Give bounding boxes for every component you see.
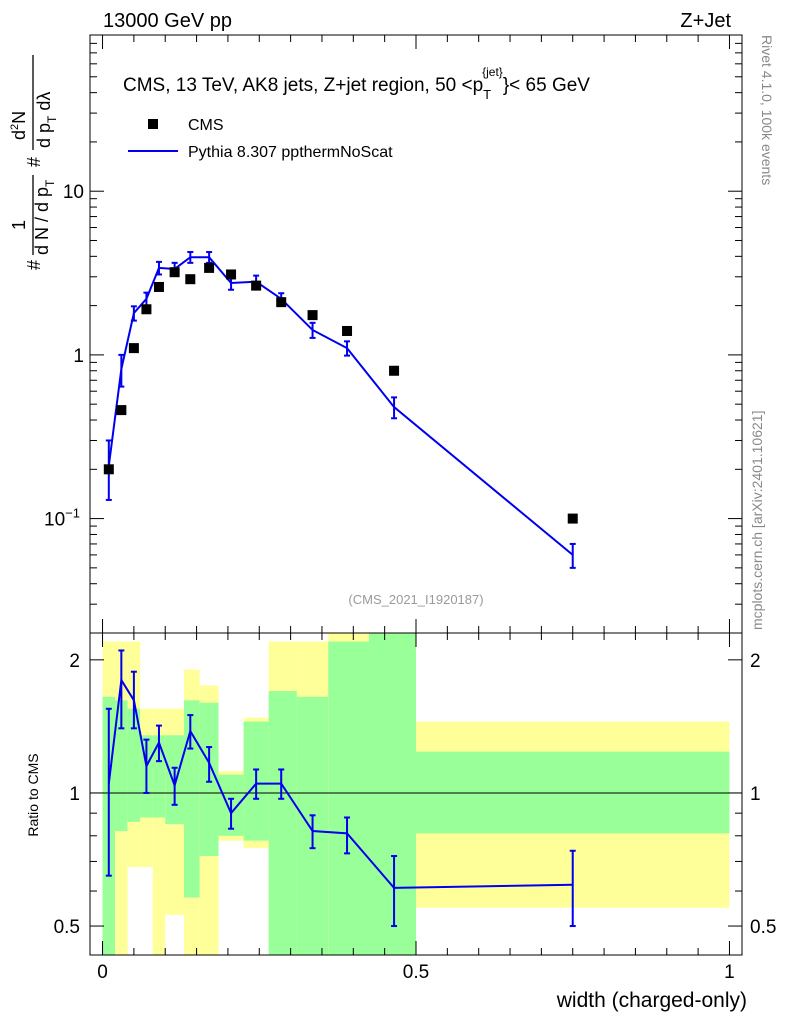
ylabel-d2n: d2N [9, 111, 29, 140]
main-title-sub: T [483, 87, 491, 102]
ratio-band-green [152, 735, 166, 818]
pythia-line [107, 256, 574, 556]
cms-data-point [204, 262, 215, 273]
main-axes: 10−1 1 10 [44, 34, 742, 634]
main-title-prefix: CMS, 13 TeV, AK8 jets, Z+jet region, 50 … [123, 75, 483, 96]
cms-data-point [567, 513, 578, 524]
ratio-band-green [268, 691, 297, 955]
ylabel-dpdl: d pT dλ [34, 92, 59, 148]
cms-data-point [153, 281, 164, 292]
cms-data-point [276, 297, 287, 308]
cms-data-point [116, 405, 127, 416]
cms-data-point [251, 280, 262, 291]
main-ytick-label: 1 [73, 346, 84, 367]
cms-data-point [226, 269, 237, 280]
ratio-ytick-label-left: 0.5 [54, 917, 80, 938]
legend-pythia-label: Pythia 8.307 ppthermNoScat [188, 144, 393, 161]
reference-label: (CMS_2021_I1920187) [348, 592, 483, 607]
cms-data-point [389, 365, 400, 376]
legend: CMS Pythia 8.307 ppthermNoScat [128, 117, 393, 161]
x-axis-label: width (charged-only) [556, 989, 747, 1012]
cms-data-point [103, 464, 114, 475]
header-left-label: 13000 GeV pp [103, 10, 232, 32]
cms-data-point [342, 325, 353, 336]
cms-data-point [141, 304, 152, 315]
rivet-side-label: Rivet 4.1.0, 100k events [759, 35, 775, 185]
main-title-suffix: }< 65 GeV [503, 75, 590, 96]
ratio-band-green [328, 641, 369, 955]
ratio-band-green [368, 633, 416, 955]
ratio-band-green [184, 700, 200, 898]
legend-cms-label: CMS [188, 117, 224, 134]
ratio-ytick-label-left: 2 [69, 651, 80, 672]
ratio-marks [90, 649, 742, 928]
main-ylabel: # 1 d N / d pT # d2N d pT dλ [9, 55, 59, 270]
ratio-ytick-label-left: 1 [69, 784, 80, 805]
ylabel-one: 1 [9, 220, 29, 230]
cms-data-point [169, 267, 180, 278]
ratio-bands [102, 633, 730, 955]
ratio-ytick-label-right: 0.5 [750, 917, 776, 938]
ylabel-dn: d N / d pT [32, 179, 57, 255]
ratio-xtick-label: 1 [724, 962, 735, 983]
ratio-band-green [127, 708, 141, 822]
ratio-ylabel: Ratio to CMS [25, 753, 41, 836]
cms-data-point [185, 274, 196, 285]
main-marks [103, 251, 578, 569]
main-ytick-label: 10 [63, 182, 84, 203]
ylabel-hash-left: # [24, 260, 44, 270]
ratio-ytick-label-right: 2 [750, 651, 761, 672]
header-right-label: Z+Jet [680, 10, 731, 32]
main-ytick-label: 10−1 [44, 506, 80, 531]
ratio-band-green [115, 700, 128, 832]
cms-data-point [307, 310, 318, 321]
ratio-axes: 0.5 0.5 1 1 2 2 0 0.5 1 [54, 633, 776, 983]
ylabel-hash-mid: # [24, 157, 44, 167]
mcplots-side-label: mcplots.cern.ch [arXiv:2401.10621] [749, 411, 765, 630]
main-panel: 10−1 1 10 CMS, 13 TeV, AK8 jets, Z+jet reg… [44, 34, 743, 634]
ratio-xtick-label: 0 [97, 962, 108, 983]
ratio-ytick-label-right: 1 [750, 784, 761, 805]
ratio-panel: 0.5 0.5 1 1 2 2 0 0.5 1 Ratio to CMS width (char… [25, 632, 776, 1012]
main-title-sup: {jet} [482, 65, 503, 79]
main-title: CMS, 13 TeV, AK8 jets, Z+jet region, 50 … [123, 65, 590, 102]
ratio-xtick-label: 0.5 [403, 962, 429, 983]
cms-data-point [128, 343, 139, 354]
legend-cms-marker [148, 119, 158, 129]
